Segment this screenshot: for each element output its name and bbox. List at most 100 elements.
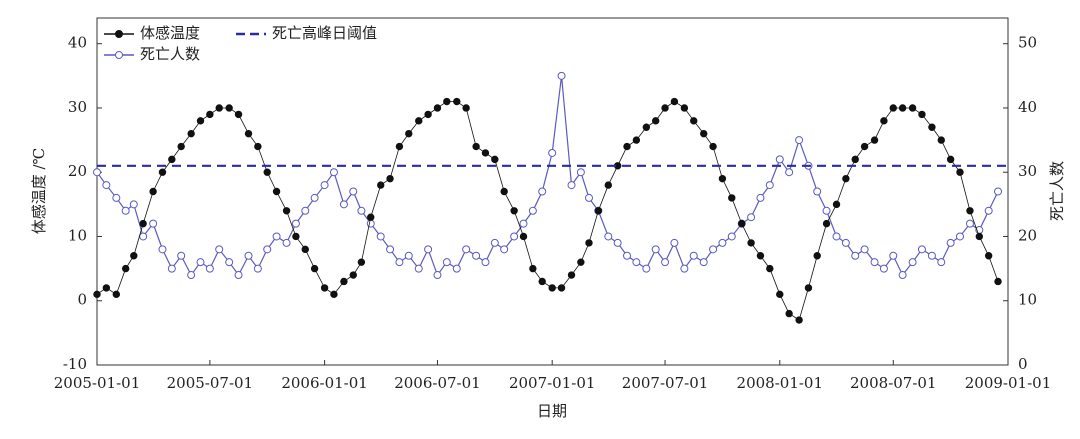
data-point bbox=[462, 104, 470, 112]
series-line bbox=[96, 75, 999, 277]
data-point bbox=[832, 200, 841, 209]
data-point bbox=[386, 245, 395, 254]
data-point bbox=[177, 251, 186, 260]
data-point bbox=[490, 238, 499, 247]
data-point bbox=[196, 258, 205, 267]
data-point bbox=[139, 219, 147, 228]
data-point bbox=[424, 110, 432, 119]
data-point bbox=[785, 309, 793, 318]
legend-label: 死亡高峰日阈值 bbox=[272, 24, 377, 42]
data-point bbox=[291, 219, 300, 228]
data-point bbox=[870, 258, 879, 267]
data-point bbox=[452, 264, 461, 273]
data-point bbox=[404, 251, 413, 260]
data-point bbox=[632, 258, 641, 267]
data-point bbox=[623, 142, 631, 151]
data-point bbox=[727, 232, 736, 241]
data-point bbox=[577, 258, 585, 266]
data-point bbox=[860, 245, 869, 254]
x-tick-label: 2007-01-01 bbox=[509, 374, 595, 392]
data-point bbox=[795, 136, 804, 145]
data-point bbox=[112, 290, 121, 299]
data-point bbox=[642, 264, 651, 273]
data-point bbox=[689, 251, 698, 260]
data-point bbox=[651, 117, 660, 125]
data-point bbox=[102, 284, 111, 292]
data-point bbox=[386, 174, 394, 183]
y2-tick-label: 20 bbox=[1018, 226, 1037, 244]
data-point bbox=[187, 129, 195, 138]
y-tick-label: 20 bbox=[68, 162, 87, 180]
data-point bbox=[168, 155, 176, 164]
data-point bbox=[282, 207, 291, 215]
y-tick-label: -10 bbox=[63, 355, 87, 373]
data-point bbox=[433, 271, 442, 280]
data-point bbox=[500, 245, 509, 254]
data-point bbox=[747, 213, 756, 222]
data-point bbox=[585, 239, 593, 247]
legend-label: 死亡人数 bbox=[140, 45, 200, 63]
data-point bbox=[320, 284, 329, 292]
data-point bbox=[785, 168, 794, 177]
data-point bbox=[937, 136, 945, 144]
x-tick-label: 2005-07-01 bbox=[167, 374, 253, 392]
data-point bbox=[548, 284, 556, 292]
data-point bbox=[424, 245, 433, 254]
data-point bbox=[158, 245, 167, 254]
data-point bbox=[329, 168, 338, 177]
data-point bbox=[661, 104, 669, 112]
data-point bbox=[102, 181, 111, 190]
data-point bbox=[584, 193, 593, 202]
data-point bbox=[728, 194, 736, 202]
data-point bbox=[775, 155, 784, 164]
data-point bbox=[776, 290, 784, 299]
data-point bbox=[804, 284, 813, 292]
data-point bbox=[984, 252, 993, 260]
y-tick-label: 30 bbox=[68, 98, 87, 116]
data-point bbox=[205, 264, 214, 273]
data-point bbox=[889, 251, 898, 260]
data-point bbox=[604, 181, 613, 189]
data-point bbox=[548, 148, 557, 157]
data-point bbox=[149, 219, 158, 228]
data-point bbox=[472, 142, 480, 151]
y-tick-label: 0 bbox=[77, 291, 87, 309]
data-point bbox=[139, 232, 148, 241]
data-point bbox=[244, 129, 253, 138]
data-point bbox=[443, 97, 451, 106]
data-point bbox=[661, 258, 670, 267]
data-point bbox=[747, 239, 755, 247]
data-point bbox=[376, 232, 385, 241]
data-point bbox=[670, 238, 679, 247]
data-point bbox=[842, 174, 850, 183]
data-point bbox=[822, 219, 831, 228]
data-point bbox=[851, 251, 860, 260]
data-point bbox=[310, 193, 319, 202]
data-point bbox=[330, 290, 338, 299]
data-point bbox=[994, 277, 1002, 286]
y2-tick-label: 40 bbox=[1018, 98, 1037, 116]
y-axis-title: 体感温度 /℃ bbox=[30, 148, 48, 235]
data-point bbox=[129, 200, 138, 209]
data-point bbox=[709, 245, 718, 254]
y2-tick-label: 50 bbox=[1018, 34, 1037, 52]
data-point bbox=[112, 193, 121, 202]
data-point bbox=[557, 71, 566, 80]
y2-tick-label: 10 bbox=[1018, 291, 1037, 309]
data-point bbox=[765, 181, 774, 190]
data-point bbox=[357, 258, 366, 266]
data-point bbox=[395, 258, 404, 267]
data-point bbox=[244, 251, 253, 260]
legend-marker bbox=[115, 51, 123, 59]
data-point bbox=[870, 136, 879, 144]
data-point bbox=[632, 136, 641, 144]
data-point bbox=[879, 264, 888, 273]
data-point bbox=[822, 206, 831, 215]
data-point bbox=[738, 219, 746, 228]
data-point bbox=[93, 168, 101, 177]
data-point bbox=[841, 238, 850, 247]
data-point bbox=[500, 187, 508, 196]
data-point bbox=[263, 245, 272, 254]
data-point bbox=[576, 168, 585, 177]
x-tick-label: 2009-01-01 bbox=[965, 374, 1051, 392]
